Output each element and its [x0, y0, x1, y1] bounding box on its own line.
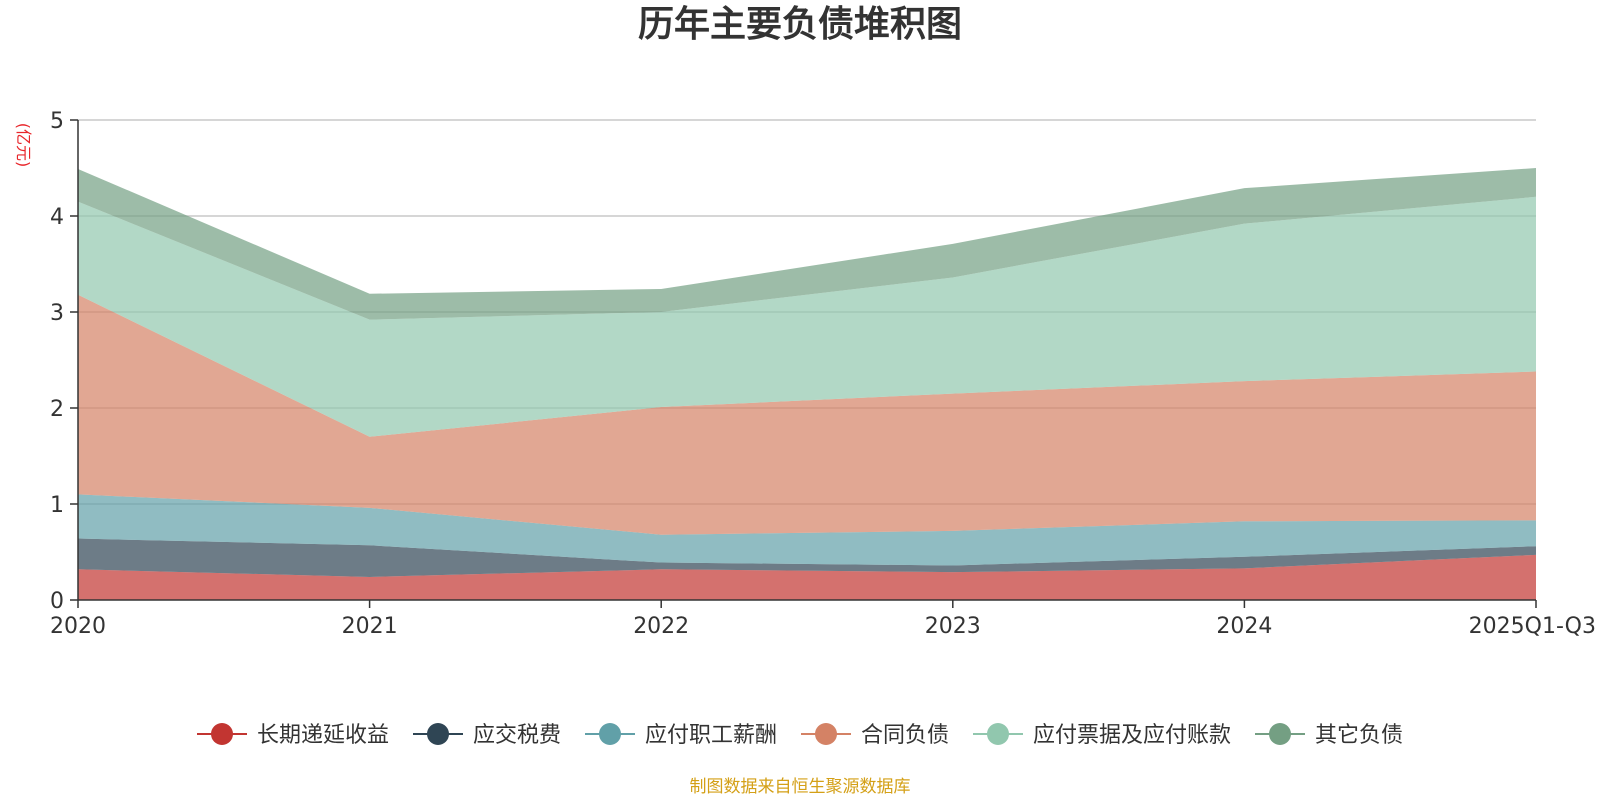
data-source-note: 制图数据来自恒生聚源数据库: [690, 777, 911, 797]
legend-marker-5: [1269, 723, 1291, 745]
legend-label-0: 长期递延收益: [257, 723, 389, 748]
legend-marker-4: [987, 723, 1009, 745]
y-tick-label: 4: [50, 205, 64, 230]
legend-label-5: 其它负债: [1315, 723, 1403, 748]
legend: 长期递延收益 应交税费 应付职工薪酬 合同负债 应付票据及应付账款 其它负债: [197, 723, 1403, 748]
axes: 0 1 2 3 4 5 2020 2021 2022 2023 2024 2025Q1-Q3: [50, 109, 1596, 639]
legend-label-1: 应交税费: [473, 723, 561, 748]
y-tick-label: 5: [50, 109, 64, 134]
area-series-group: [78, 168, 1536, 600]
x-tick-label: 2024: [1216, 614, 1272, 639]
area-series-5: [78, 168, 1536, 320]
legend-label-2: 应付职工薪酬: [645, 723, 777, 748]
y-axis-unit-label: (亿元): [14, 123, 33, 168]
x-tick-label: 2021: [342, 614, 398, 639]
legend-marker-3: [815, 723, 837, 745]
x-tick-label: 2022: [633, 614, 689, 639]
x-tick-label: 2025Q1-Q3: [1469, 614, 1596, 639]
area-series-4: [78, 196, 1536, 437]
y-tick-label: 0: [50, 589, 64, 614]
x-tick-label: 2023: [925, 614, 981, 639]
x-tick-label: 2020: [50, 614, 106, 639]
legend-label-4: 应付票据及应付账款: [1033, 723, 1231, 748]
chart-title: 历年主要负债堆积图: [638, 4, 962, 45]
area-series-3: [78, 294, 1536, 535]
y-tick-label: 3: [50, 301, 64, 326]
legend-marker-1: [427, 723, 449, 745]
legend-marker-2: [599, 723, 621, 745]
legend-label-3: 合同负债: [861, 723, 949, 748]
area-series-1: [78, 538, 1536, 577]
area-series-0: [78, 554, 1536, 600]
y-tick-label: 2: [50, 397, 64, 422]
y-tick-label: 1: [50, 493, 64, 518]
area-series-2: [78, 494, 1536, 566]
legend-marker-0: [211, 723, 233, 745]
